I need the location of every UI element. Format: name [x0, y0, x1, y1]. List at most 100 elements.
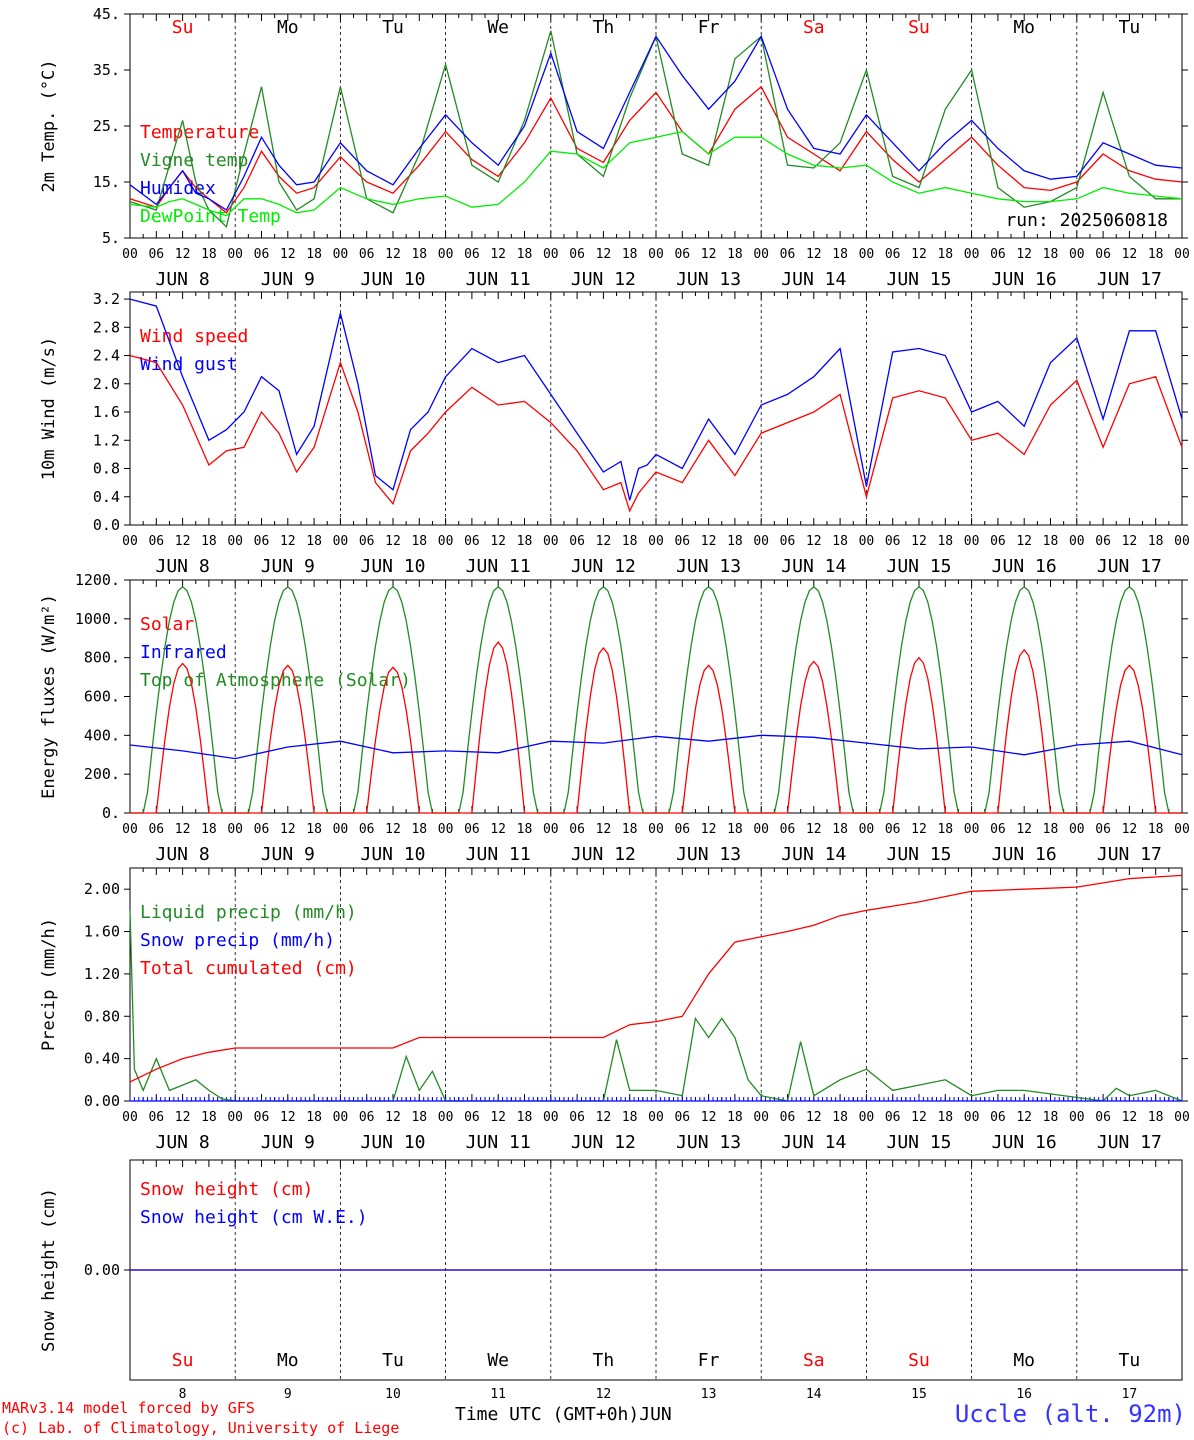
date-label: JUN 15: [886, 269, 951, 290]
y-tick-label: 1.6: [93, 403, 120, 421]
hour-tick-label: 06: [1095, 247, 1111, 262]
date-label: JUN 13: [676, 1132, 741, 1153]
hour-tick-label: 12: [175, 1110, 191, 1125]
hour-tick-label: 00: [1069, 822, 1085, 837]
date-label: JUN 13: [676, 269, 741, 290]
y-axis-label: Snow height (cm): [39, 1188, 59, 1352]
date-label: JUN 8: [156, 269, 210, 290]
hour-tick-label: 06: [990, 534, 1006, 549]
hour-tick-label: 18: [411, 534, 427, 549]
date-label: JUN 10: [360, 269, 425, 290]
date-label: JUN 12: [571, 844, 636, 865]
hour-tick-label: 12: [280, 534, 296, 549]
hour-tick-label: 06: [569, 1110, 585, 1125]
hour-tick-label: 12: [596, 822, 612, 837]
hour-tick-label: 18: [832, 1110, 848, 1125]
hour-tick-label: 18: [937, 534, 953, 549]
hour-tick-label: 06: [464, 534, 480, 549]
legend-entry: DewPoint Temp: [140, 206, 281, 227]
hour-tick-label: 12: [1122, 822, 1138, 837]
date-label: JUN 9: [261, 556, 315, 577]
date-label: JUN 11: [466, 556, 531, 577]
hour-tick-label: 00: [859, 534, 875, 549]
hour-tick-label: 06: [569, 822, 585, 837]
hour-tick-label: 12: [280, 247, 296, 262]
legend-entry: Temperature: [140, 122, 259, 143]
weekday-label: Sa: [803, 17, 825, 38]
date-number: 9: [284, 1387, 292, 1402]
weekday-label: Mo: [1013, 1350, 1035, 1371]
hour-tick-label: 18: [201, 247, 217, 262]
hour-tick-label: 18: [1148, 534, 1164, 549]
weekday-label: We: [487, 17, 509, 38]
y-tick-label: 25.: [93, 117, 120, 135]
hour-tick-label: 18: [1043, 247, 1059, 262]
series-line: [129, 354, 1183, 513]
hour-tick-label: 06: [780, 1110, 796, 1125]
hour-tick-label: 12: [806, 534, 822, 549]
y-tick-label: 0.: [102, 804, 120, 822]
date-label: JUN 8: [156, 844, 210, 865]
weekday-label: Fr: [698, 1350, 720, 1371]
hour-tick-label: 18: [727, 1110, 743, 1125]
y-tick-label: 800.: [84, 649, 120, 667]
time-axis-label: Time UTC (GMT+0h)JUN: [455, 1404, 672, 1425]
hour-tick-label: 18: [517, 534, 533, 549]
hour-tick-label: 12: [490, 1110, 506, 1125]
hour-tick-label: 06: [359, 1110, 375, 1125]
date-label: JUN 16: [992, 556, 1057, 577]
hour-tick-label: 18: [517, 822, 533, 837]
hour-tick-label: 06: [148, 247, 164, 262]
hour-tick-label: 18: [937, 822, 953, 837]
hour-tick-label: 18: [832, 822, 848, 837]
hour-tick-label: 18: [622, 1110, 638, 1125]
series-line: [129, 298, 1183, 501]
hour-tick-label: 06: [990, 822, 1006, 837]
weekday-label: Mo: [1013, 17, 1035, 38]
hour-tick-label: 06: [1095, 822, 1111, 837]
date-number: 13: [701, 1387, 717, 1402]
legend-entry: Snow precip (mm/h): [140, 930, 335, 951]
hour-tick-label: 12: [701, 1110, 717, 1125]
y-tick-label: 200.: [84, 765, 120, 783]
hour-tick-label: 06: [990, 1110, 1006, 1125]
hour-tick-label: 00: [333, 822, 349, 837]
hour-tick-label: 00: [648, 822, 664, 837]
hour-tick-label: 18: [201, 534, 217, 549]
hour-tick-label: 00: [543, 247, 559, 262]
hour-tick-label: 18: [1148, 1110, 1164, 1125]
hour-tick-label: 06: [885, 534, 901, 549]
legend-entry: Solar: [140, 614, 194, 635]
hour-tick-label: 06: [674, 822, 690, 837]
hour-tick-label: 06: [780, 822, 796, 837]
date-label: JUN 8: [156, 556, 210, 577]
hour-tick-label: 18: [937, 1110, 953, 1125]
weekday-label: Mo: [277, 1350, 299, 1371]
hour-tick-label: 00: [227, 247, 243, 262]
legend-entry: Snow height (cm W.E.): [140, 1207, 368, 1228]
weekday-label: Su: [172, 1350, 194, 1371]
y-tick-label: 0.4: [93, 488, 120, 506]
hour-tick-label: 06: [148, 534, 164, 549]
hour-tick-label: 06: [254, 247, 270, 262]
y-tick-label: 15.: [93, 173, 120, 191]
y-axis-label: 10m Wind (m/s): [39, 337, 59, 480]
y-axis-label: Energy fluxes (W/m²): [39, 594, 59, 799]
hour-tick-label: 00: [333, 247, 349, 262]
date-label: JUN 12: [571, 1132, 636, 1153]
hour-tick-label: 18: [937, 247, 953, 262]
y-tick-label: 1200.: [75, 571, 120, 589]
date-label: JUN 17: [1097, 1132, 1162, 1153]
hour-tick-label: 06: [359, 822, 375, 837]
series-line: [130, 641, 1182, 814]
hour-tick-label: 00: [333, 534, 349, 549]
hour-tick-label: 18: [411, 247, 427, 262]
hour-tick-label: 12: [806, 1110, 822, 1125]
hour-tick-label: 12: [911, 247, 927, 262]
y-tick-label: 0.00: [84, 1092, 120, 1110]
panel-frame: [129, 13, 1183, 239]
hour-tick-label: 12: [1122, 1110, 1138, 1125]
hour-tick-label: 18: [1043, 534, 1059, 549]
hour-tick-label: 18: [1148, 822, 1164, 837]
